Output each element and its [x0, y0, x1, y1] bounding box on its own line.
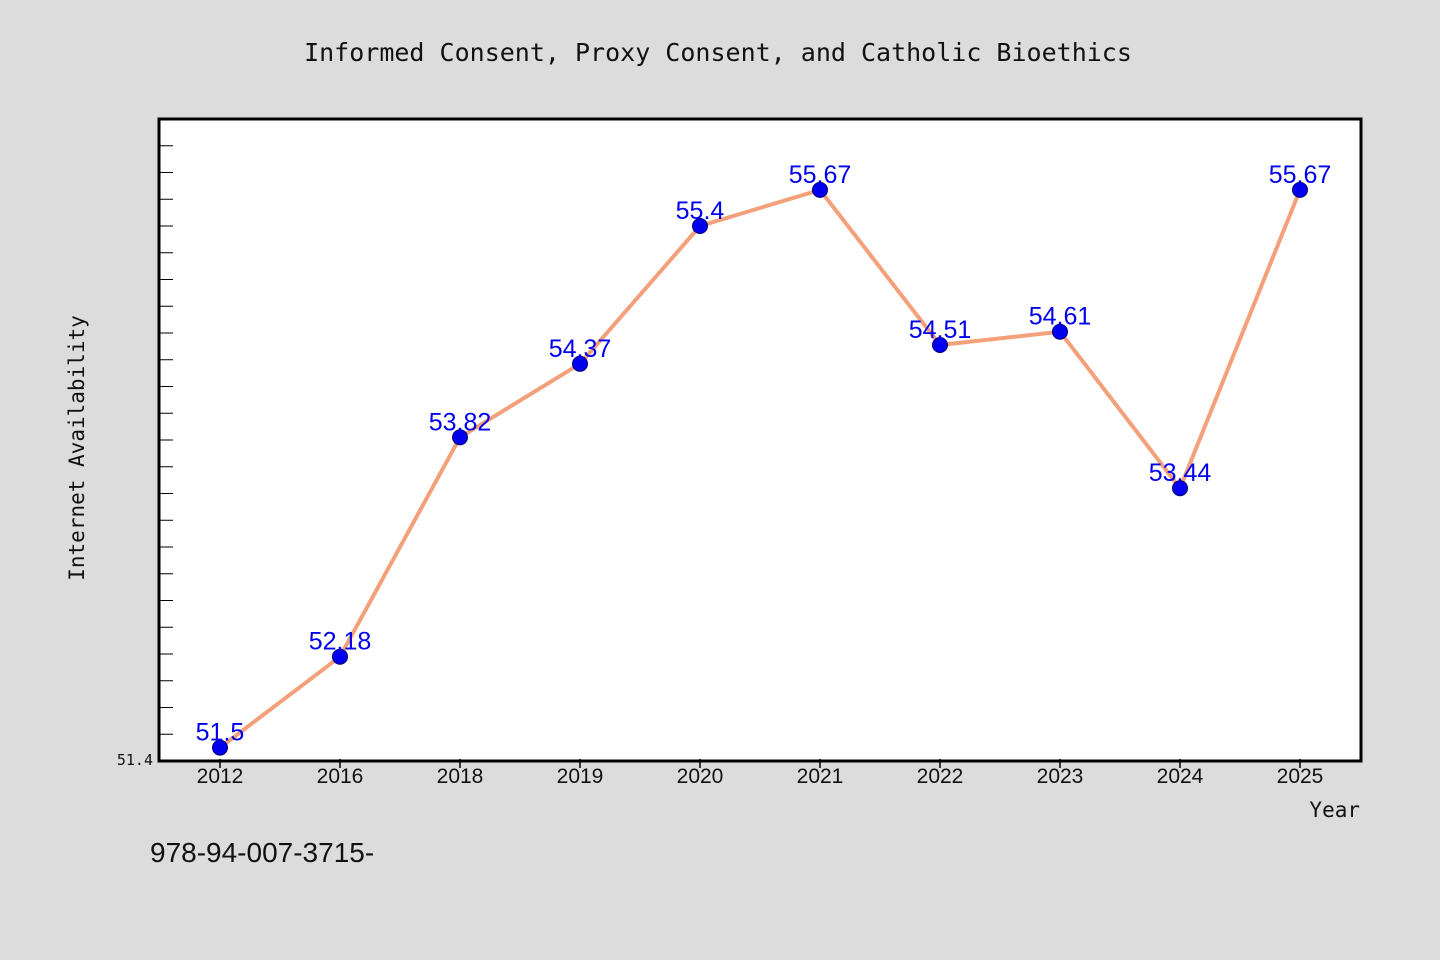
x-axis-tick-labels: 2012 2016 2018 2019 2020 2021 2022 2023 2024 2025 — [197, 765, 1324, 788]
series-internet-availability: 51.5 52.18 53.82 54.37 55.4 55.67 54.51 54.61 53… — [196, 161, 1332, 756]
x-axis-title: Year — [1309, 798, 1360, 822]
data-point-marker — [1292, 181, 1308, 198]
data-label: 55.4 — [676, 197, 725, 225]
x-tick-label: 2025 — [1277, 765, 1324, 788]
data-label: 53.44 — [1149, 459, 1212, 487]
data-label: 54.37 — [549, 335, 612, 363]
data-point-marker — [932, 337, 948, 353]
x-tick-label: 2022 — [917, 765, 964, 788]
data-label: 55.67 — [789, 161, 852, 189]
data-point-marker — [812, 181, 828, 198]
y-axis-title: Internet Availability — [65, 315, 89, 581]
x-tick-label: 2021 — [797, 765, 844, 788]
x-tick-label: 2024 — [1157, 765, 1204, 788]
plot-area — [157, 117, 1363, 763]
data-label: 53.82 — [429, 408, 492, 436]
data-point-marker — [572, 355, 588, 372]
data-label: 54.61 — [1029, 303, 1092, 331]
y-axis-min-label: 51.4 — [117, 751, 153, 769]
x-tick-label: 2020 — [677, 765, 724, 788]
data-label: 54.51 — [909, 316, 972, 344]
y-axis-minor-ticks — [159, 145, 173, 762]
data-label: 55.67 — [1269, 161, 1332, 189]
footer-isbn-text: 978-94-007-3715- — [150, 837, 374, 868]
x-tick-label: 2016 — [317, 765, 364, 788]
x-axis-ticks — [219, 759, 1301, 768]
data-point-marker — [1052, 323, 1068, 340]
series-line — [218, 187, 1302, 750]
x-tick-label: 2019 — [557, 765, 604, 788]
x-tick-label: 2023 — [1037, 765, 1084, 788]
x-tick-label: 2018 — [437, 765, 484, 788]
data-label: 52.18 — [309, 628, 372, 656]
data-point-marker — [212, 739, 228, 756]
data-point-marker — [692, 218, 708, 234]
data-point-marker — [452, 429, 468, 446]
x-tick-label: 2012 — [197, 765, 244, 788]
data-label: 51.5 — [196, 719, 245, 747]
chart-title: Informed Consent, Proxy Consent, and Cat… — [304, 38, 1132, 67]
data-point-marker — [1172, 480, 1188, 497]
data-point-marker — [332, 648, 348, 665]
